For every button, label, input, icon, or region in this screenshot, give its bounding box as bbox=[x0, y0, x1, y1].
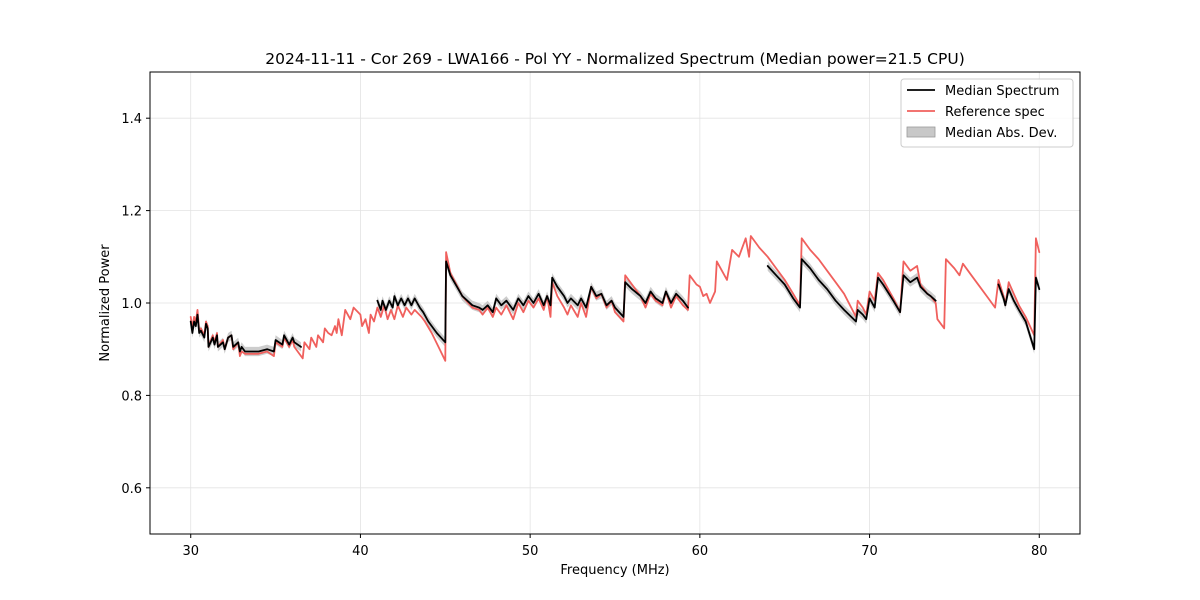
axis-ticks: 30 40 50 60 70 80 0.6 0.8 1.0 1.2 1.4 bbox=[121, 112, 1047, 559]
x-tick-label: 60 bbox=[692, 544, 709, 559]
y-tick-label: 1.0 bbox=[121, 297, 142, 312]
chart-title: 2024-11-11 - Cor 269 - LWA166 - Pol YY -… bbox=[265, 50, 965, 68]
y-tick-label: 0.8 bbox=[121, 389, 142, 404]
y-tick-label: 1.2 bbox=[121, 205, 142, 220]
y-tick-label: 0.6 bbox=[121, 482, 142, 497]
median-spectrum-line bbox=[376, 260, 689, 344]
series-layer bbox=[189, 235, 1041, 362]
median-spectrum-line bbox=[189, 313, 302, 353]
legend-swatch-mad bbox=[906, 126, 936, 138]
y-axis-label: Normalized Power bbox=[98, 244, 113, 362]
x-axis-label: Frequency (MHz) bbox=[560, 563, 669, 578]
legend-label-reference: Reference spec bbox=[945, 105, 1045, 120]
x-tick-label: 50 bbox=[522, 544, 539, 559]
median-spectrum-line bbox=[766, 258, 937, 323]
y-tick-label: 1.4 bbox=[121, 112, 142, 127]
legend-label-mad: Median Abs. Dev. bbox=[945, 126, 1057, 141]
median-spectrum-line bbox=[997, 276, 1041, 351]
legend-label-median: Median Spectrum bbox=[945, 84, 1059, 99]
mad-band-segment bbox=[767, 254, 936, 327]
legend-frame bbox=[900, 78, 1074, 148]
x-tick-label: 30 bbox=[182, 544, 199, 559]
x-tick-label: 40 bbox=[352, 544, 369, 559]
x-tick-label: 70 bbox=[861, 544, 878, 559]
x-tick-label: 80 bbox=[1031, 544, 1048, 559]
legend: Median Spectrum Reference spec Median Ab… bbox=[900, 78, 1074, 148]
